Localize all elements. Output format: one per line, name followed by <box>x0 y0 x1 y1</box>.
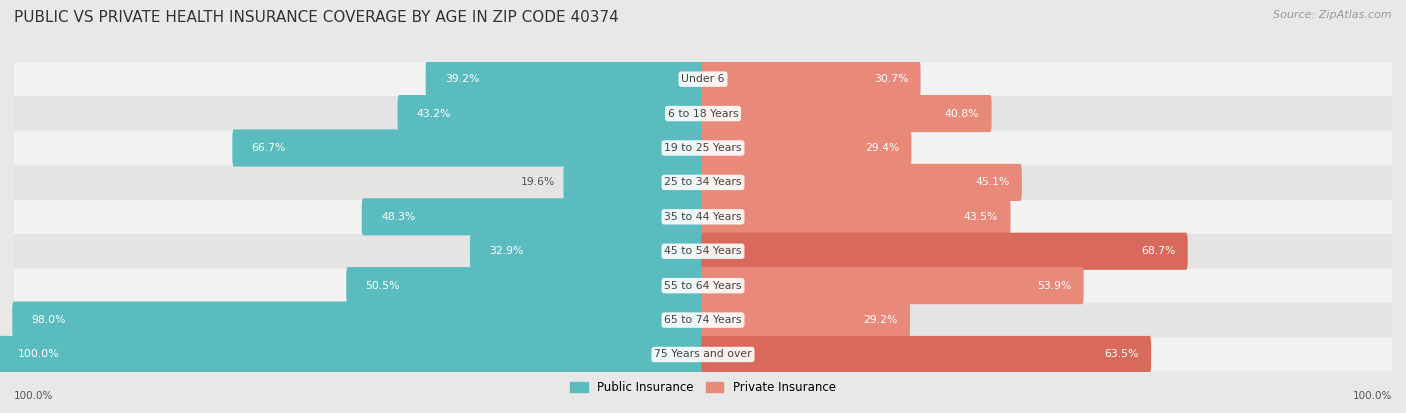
Text: 65 to 74 Years: 65 to 74 Years <box>664 315 742 325</box>
Text: 25 to 34 Years: 25 to 34 Years <box>664 178 742 188</box>
Text: 66.7%: 66.7% <box>252 143 285 153</box>
FancyBboxPatch shape <box>702 95 991 132</box>
FancyBboxPatch shape <box>0 336 704 373</box>
FancyBboxPatch shape <box>702 198 1011 235</box>
Text: 50.5%: 50.5% <box>366 281 401 291</box>
Text: 19 to 25 Years: 19 to 25 Years <box>664 143 742 153</box>
Text: 45 to 54 Years: 45 to 54 Years <box>664 246 742 256</box>
FancyBboxPatch shape <box>702 61 921 98</box>
Text: Source: ZipAtlas.com: Source: ZipAtlas.com <box>1274 10 1392 20</box>
Text: 19.6%: 19.6% <box>520 178 554 188</box>
FancyBboxPatch shape <box>14 303 1392 337</box>
FancyBboxPatch shape <box>398 95 704 132</box>
Text: 100.0%: 100.0% <box>17 349 59 359</box>
Text: 53.9%: 53.9% <box>1038 281 1071 291</box>
Text: 100.0%: 100.0% <box>1353 391 1392 401</box>
Text: 48.3%: 48.3% <box>381 212 415 222</box>
Legend: Public Insurance, Private Insurance: Public Insurance, Private Insurance <box>565 376 841 399</box>
FancyBboxPatch shape <box>470 233 704 270</box>
Text: 29.4%: 29.4% <box>865 143 900 153</box>
Text: 100.0%: 100.0% <box>14 391 53 401</box>
Text: 55 to 64 Years: 55 to 64 Years <box>664 281 742 291</box>
FancyBboxPatch shape <box>702 301 910 339</box>
Text: 40.8%: 40.8% <box>945 109 979 119</box>
Text: 39.2%: 39.2% <box>444 74 479 84</box>
FancyBboxPatch shape <box>13 301 704 339</box>
FancyBboxPatch shape <box>702 336 1152 373</box>
FancyBboxPatch shape <box>346 267 704 304</box>
Text: 35 to 44 Years: 35 to 44 Years <box>664 212 742 222</box>
FancyBboxPatch shape <box>14 131 1392 165</box>
FancyBboxPatch shape <box>361 198 704 235</box>
Text: 98.0%: 98.0% <box>31 315 66 325</box>
FancyBboxPatch shape <box>14 200 1392 234</box>
Text: PUBLIC VS PRIVATE HEALTH INSURANCE COVERAGE BY AGE IN ZIP CODE 40374: PUBLIC VS PRIVATE HEALTH INSURANCE COVER… <box>14 10 619 25</box>
Text: Under 6: Under 6 <box>682 74 724 84</box>
Text: 32.9%: 32.9% <box>489 246 523 256</box>
Text: 43.5%: 43.5% <box>965 212 998 222</box>
FancyBboxPatch shape <box>14 234 1392 268</box>
FancyBboxPatch shape <box>232 129 704 166</box>
Text: 75 Years and over: 75 Years and over <box>654 349 752 359</box>
FancyBboxPatch shape <box>702 267 1084 304</box>
Text: 6 to 18 Years: 6 to 18 Years <box>668 109 738 119</box>
FancyBboxPatch shape <box>14 166 1392 199</box>
FancyBboxPatch shape <box>14 338 1392 371</box>
FancyBboxPatch shape <box>14 269 1392 302</box>
FancyBboxPatch shape <box>702 129 911 166</box>
Text: 68.7%: 68.7% <box>1142 246 1175 256</box>
FancyBboxPatch shape <box>14 62 1392 96</box>
FancyBboxPatch shape <box>702 164 1022 201</box>
Text: 29.2%: 29.2% <box>863 315 898 325</box>
Text: 43.2%: 43.2% <box>416 109 451 119</box>
FancyBboxPatch shape <box>702 233 1188 270</box>
Text: 30.7%: 30.7% <box>873 74 908 84</box>
FancyBboxPatch shape <box>426 61 704 98</box>
Text: 45.1%: 45.1% <box>976 178 1010 188</box>
FancyBboxPatch shape <box>14 97 1392 131</box>
Text: 63.5%: 63.5% <box>1105 349 1139 359</box>
FancyBboxPatch shape <box>564 164 704 201</box>
